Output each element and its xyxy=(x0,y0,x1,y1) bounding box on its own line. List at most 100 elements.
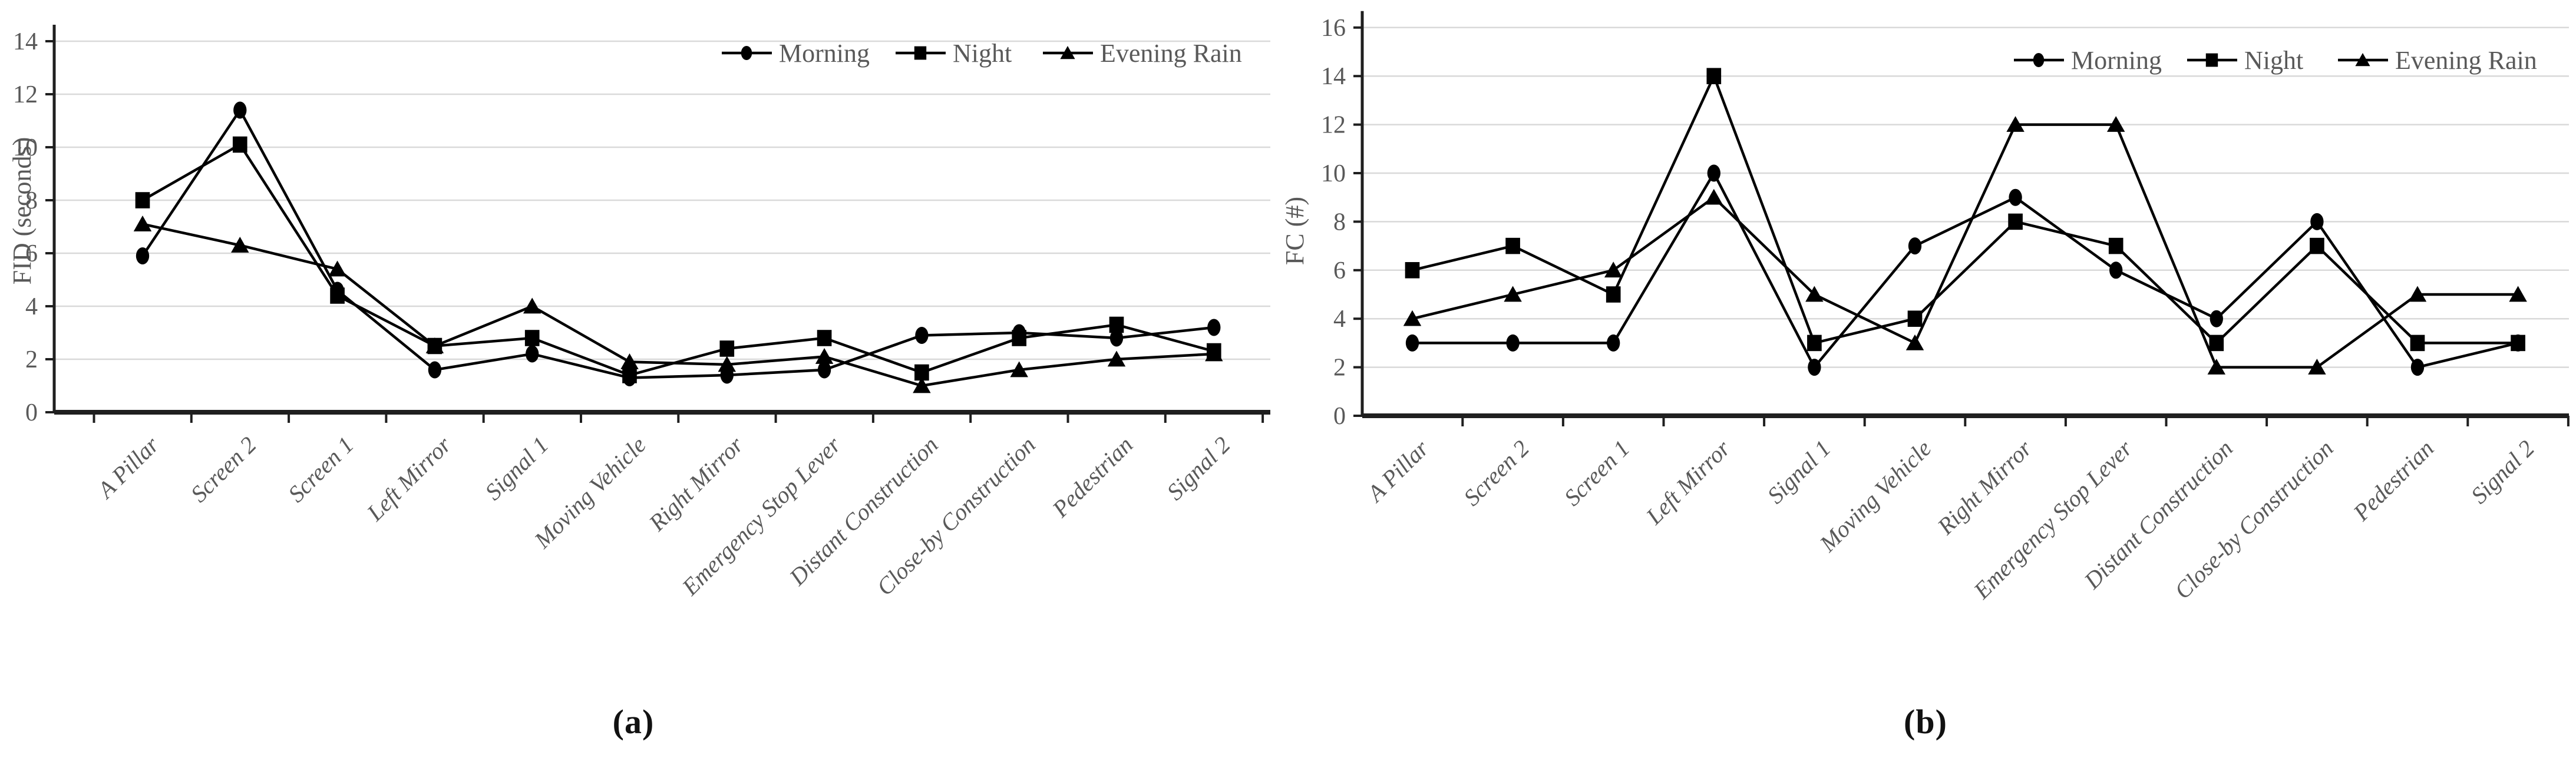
square-marker-night xyxy=(1012,330,1027,346)
circle-marker-morning xyxy=(2210,310,2223,327)
legend-label-evening-rain: Evening Rain xyxy=(2395,46,2537,75)
y-tick-label: 10 xyxy=(1321,160,1346,187)
triangle-marker-evening-rain xyxy=(2006,116,2025,132)
circle-marker-morning xyxy=(526,345,539,363)
circle-marker-morning xyxy=(1908,237,1922,255)
y-tick-label: 12 xyxy=(13,81,38,108)
triangle-marker-evening-rain xyxy=(523,297,541,314)
triangle-marker-evening-rain xyxy=(718,356,737,372)
triangle-marker-evening-rain xyxy=(2207,359,2226,375)
category-label-right-mirror: Right Mirror xyxy=(643,431,749,537)
series-markers-night xyxy=(1405,68,2525,352)
y-tick-label: 14 xyxy=(1321,63,1346,90)
triangle-marker-evening-rain xyxy=(1805,286,1824,302)
category-label-signal-1: Signal 1 xyxy=(480,432,553,505)
y-tick-label: 16 xyxy=(1321,15,1346,42)
category-label-left-mirror: Left Mirror xyxy=(1640,435,1735,529)
legend-label-morning: Morning xyxy=(2071,46,2162,75)
square-marker-night xyxy=(135,192,150,208)
y-tick-label: 14 xyxy=(13,28,38,55)
square-marker-night xyxy=(622,367,637,383)
category-label-screen-1: Screen 1 xyxy=(1559,435,1635,511)
category-label-close-by-construction: Close-by Construction xyxy=(871,432,1041,601)
triangle-marker-evening-rain xyxy=(913,377,931,393)
category-label-right-mirror: Right Mirror xyxy=(1932,435,2037,540)
circle-marker-morning xyxy=(1808,359,1821,376)
series-line-evening-rain xyxy=(142,223,1214,388)
y-tick-label: 12 xyxy=(1321,112,1346,139)
category-label-signal-1: Signal 1 xyxy=(1762,435,1835,509)
square-marker-night xyxy=(2410,335,2425,352)
triangle-marker-evening-rain xyxy=(815,348,834,364)
y-tick-label: 8 xyxy=(1333,208,1346,236)
square-marker-night xyxy=(817,330,832,346)
legend-item-night: Night xyxy=(2187,46,2303,75)
square-marker-night xyxy=(2209,335,2224,352)
square-marker-night xyxy=(719,340,735,357)
legend-item-morning: Morning xyxy=(2014,46,2162,75)
square-marker-night xyxy=(1706,68,1722,84)
triangle-marker-evening-rain xyxy=(1107,350,1126,367)
series-markers-evening-rain xyxy=(1403,116,2527,375)
legend-label-evening-rain: Evening Rain xyxy=(1100,39,1242,68)
category-label-pedestrian: Pedestrian xyxy=(2347,435,2439,526)
legend-square-icon xyxy=(2205,53,2218,67)
square-marker-night xyxy=(330,287,345,304)
series-line-night xyxy=(1412,72,2518,345)
square-marker-night xyxy=(1807,335,1822,352)
square-marker-night xyxy=(1206,343,1221,360)
square-marker-night xyxy=(914,364,929,381)
triangle-marker-evening-rain xyxy=(1010,361,1028,377)
triangle-marker-evening-rain xyxy=(2308,359,2326,375)
caption-a: (a) xyxy=(612,703,655,741)
circle-marker-morning xyxy=(2310,213,2324,230)
category-label-left-mirror: Left Mirror xyxy=(361,431,456,526)
circle-marker-morning xyxy=(817,361,831,379)
legend: Morning Night Evening Rain xyxy=(722,39,1242,68)
category-label-emergency-stop-lever: Emergency Stop Lever xyxy=(676,431,846,601)
circle-marker-morning xyxy=(1607,334,1620,352)
square-marker-night xyxy=(2008,213,2023,230)
triangle-marker-evening-rain xyxy=(231,237,249,253)
square-marker-night xyxy=(524,330,540,346)
legend-circle-icon xyxy=(741,46,752,60)
legend: Morning Night Evening Rain xyxy=(2014,46,2537,75)
circle-marker-morning xyxy=(2109,261,2123,279)
circle-marker-morning xyxy=(1207,319,1221,336)
triangle-marker-evening-rain xyxy=(1905,334,1924,350)
legend-triangle-icon xyxy=(1060,46,1075,59)
circle-marker-morning xyxy=(1506,334,1520,352)
circle-marker-morning xyxy=(1707,164,1720,182)
category-label-screen-1: Screen 1 xyxy=(283,432,359,508)
y-tick-label: 0 xyxy=(25,399,38,426)
square-marker-night xyxy=(2310,237,2324,254)
y-tick-label: 2 xyxy=(1333,355,1346,382)
square-marker-night xyxy=(1907,310,1923,327)
legend-item-night: Night xyxy=(896,39,1012,68)
series-line-morning xyxy=(141,107,1214,379)
legend-label-night: Night xyxy=(2244,46,2303,75)
square-marker-night xyxy=(1109,316,1124,333)
series-line-morning xyxy=(1412,170,2519,370)
category-label-a-pillar: A Pillar xyxy=(91,431,164,504)
category-label-signal-2: Signal 2 xyxy=(2466,435,2539,509)
y-axis-title: FID (seconds) xyxy=(8,137,37,285)
circle-marker-morning xyxy=(1405,334,1419,352)
chart-a: 0 2 4 6 8 10 12 14 A Pillar Screen 2 Screen 1 Left … xyxy=(8,25,1270,601)
y-tick-label: 10 xyxy=(13,134,38,161)
y-tick-label: 8 xyxy=(25,187,38,214)
square-marker-night xyxy=(232,136,247,153)
triangle-marker-evening-rain xyxy=(1403,310,1422,326)
legend-square-icon xyxy=(914,46,927,60)
square-marker-night xyxy=(2108,237,2123,254)
y-tick-label: 4 xyxy=(1333,306,1346,333)
series-markers-morning xyxy=(136,101,1221,386)
square-marker-night xyxy=(427,337,442,355)
y-tick-label: 6 xyxy=(25,240,38,267)
circle-marker-morning xyxy=(1109,329,1124,347)
legend-circle-icon xyxy=(2033,53,2045,67)
series-line-evening-rain xyxy=(1412,123,2518,369)
square-marker-night xyxy=(2511,335,2525,352)
legend-item-evening-rain: Evening Rain xyxy=(2338,46,2537,75)
